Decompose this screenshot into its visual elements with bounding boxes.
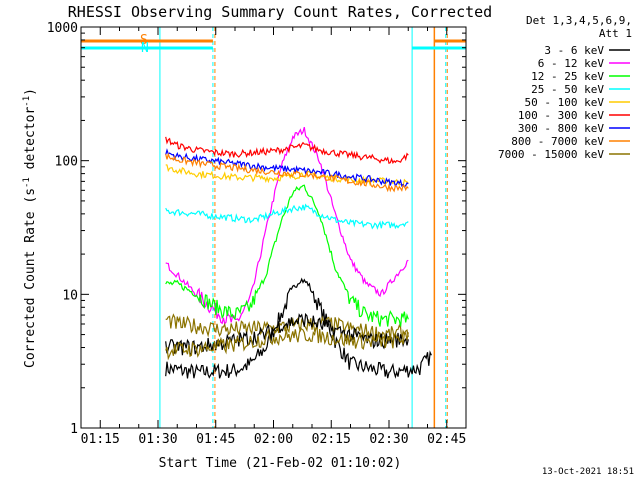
event-markers	[81, 27, 466, 428]
n-marker-label: N	[141, 41, 149, 56]
legend-label: 50 - 100 keV	[525, 96, 605, 109]
legend-label: 25 - 50 keV	[531, 83, 604, 96]
x-tick-label: 02:30	[369, 432, 408, 447]
y-tick-label: 1000	[47, 21, 78, 36]
legend-label: 300 - 800 keV	[518, 122, 604, 135]
plot-frame	[80, 26, 467, 429]
y-axis-label-superscript: -1	[22, 177, 32, 188]
series-lines	[165, 126, 432, 379]
x-tick-label: 01:15	[81, 432, 120, 447]
legend-label: 3 - 6 keV	[544, 44, 604, 57]
x-tick-label: 01:30	[138, 432, 177, 447]
legend-label: 100 - 300 keV	[518, 109, 604, 122]
legend-label: 800 - 7000 keV	[511, 135, 604, 148]
y-tick-label: 10	[62, 288, 78, 303]
series-line-6-12-kev	[165, 126, 409, 325]
x-tick-label: 02:45	[427, 432, 466, 447]
legend-label: 6 - 12 keV	[538, 57, 605, 70]
series-line-12-25-kev	[165, 184, 409, 328]
y-tick-label: 1	[70, 422, 78, 437]
x-tick-label: 01:45	[196, 432, 235, 447]
y-axis-label: Corrected Count Rate (s-1 detector-1)	[22, 88, 38, 368]
s-marker-label: S	[140, 33, 148, 48]
series-line-25-50-kev	[165, 203, 409, 230]
series-line-300-800-kev	[165, 148, 409, 188]
x-axis-label: Start Time (21-Feb-02 01:10:02)	[159, 456, 402, 471]
y-axis-label-part: detector	[23, 107, 38, 178]
series-line-extra-10	[165, 326, 409, 361]
x-tick-label: 02:00	[254, 432, 293, 447]
legend-label: 12 - 25 keV	[531, 70, 604, 83]
legend-header-line-2: Att 1	[599, 27, 632, 40]
axis-ticks: 01:15 01:30 01:45 02:00 02:15 02:30 02:45 1 10 10…	[47, 21, 467, 447]
chart-title: RHESSI Observing Summary Count Rates, Co…	[68, 3, 492, 21]
x-tick-label: 02:15	[312, 432, 351, 447]
y-axis-label-part: )	[23, 88, 38, 96]
legend-header-line-1: Det 1,3,4,5,6,9,	[526, 14, 632, 27]
y-axis-label-superscript: -1	[22, 96, 32, 107]
legend-label: 7000 - 15000 keV	[498, 148, 604, 161]
series-line-100-300-kev	[165, 136, 409, 165]
y-tick-label: 100	[55, 155, 78, 170]
y-axis-label-part: Corrected Count Rate (s	[23, 188, 38, 368]
series-line-3-6-kev	[165, 277, 432, 379]
footer-date: 13-Oct-2021 18:51	[542, 467, 634, 477]
series-line-800-7000-kev	[165, 152, 409, 193]
series-line-7000-15000-kev	[165, 313, 409, 342]
